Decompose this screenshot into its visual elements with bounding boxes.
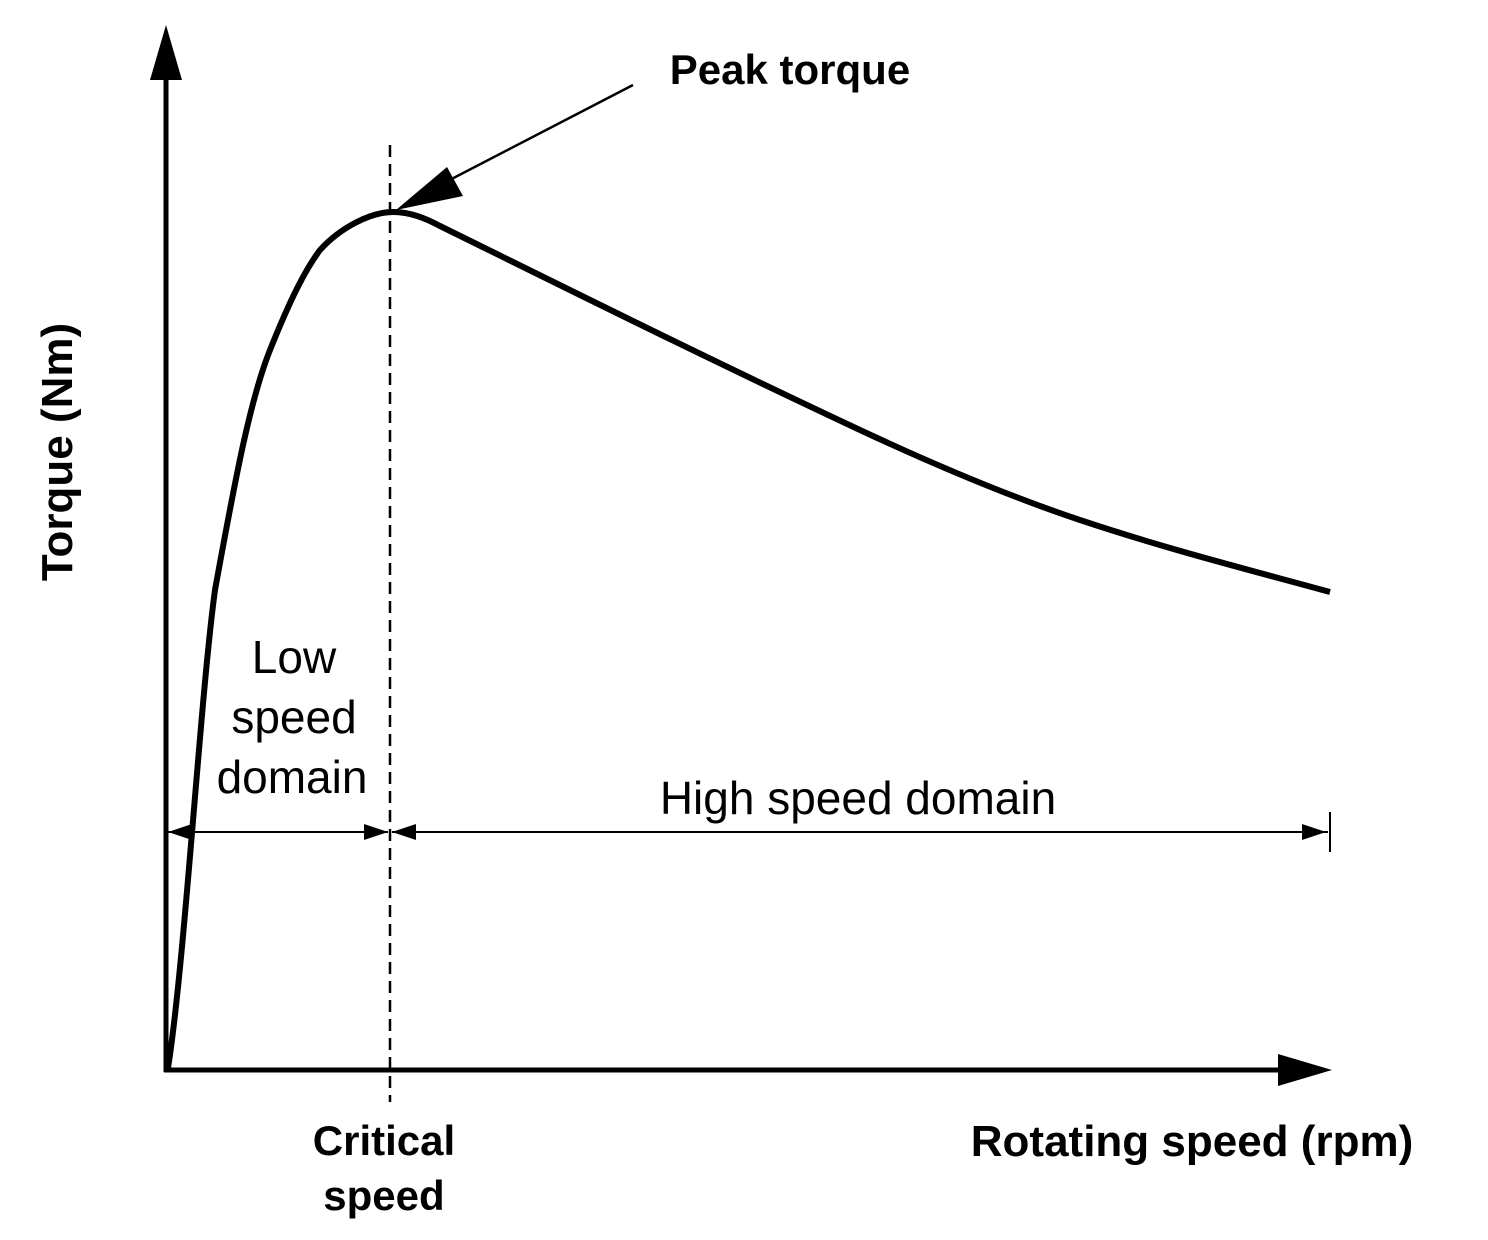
high-speed-arrowhead-left: [392, 824, 416, 840]
low-speed-domain-label-line1: Low: [252, 631, 337, 683]
peak-torque-label: Peak torque: [670, 46, 910, 93]
low-speed-arrowhead-right: [364, 824, 388, 840]
torque-curve: [165, 209, 1331, 1069]
x-axis-arrowhead: [1278, 1054, 1332, 1086]
x-axis-label: Rotating speed (rpm): [971, 1117, 1413, 1166]
high-speed-domain-label: High speed domain: [660, 772, 1056, 824]
low-speed-arrowhead-left: [168, 824, 192, 840]
low-speed-domain-label-line3: domain: [217, 751, 368, 803]
critical-speed-label-line2: speed: [323, 1172, 444, 1219]
peak-torque-pointer-line: [439, 83, 634, 187]
y-axis-label: Torque (Nm): [33, 323, 82, 581]
y-axis-arrowhead: [150, 25, 182, 80]
high-speed-arrowhead-right: [1302, 824, 1326, 840]
low-speed-domain-label-line2: speed: [231, 691, 356, 743]
peak-torque-arrowhead: [396, 167, 463, 210]
critical-speed-label-line1: Critical: [313, 1117, 455, 1164]
